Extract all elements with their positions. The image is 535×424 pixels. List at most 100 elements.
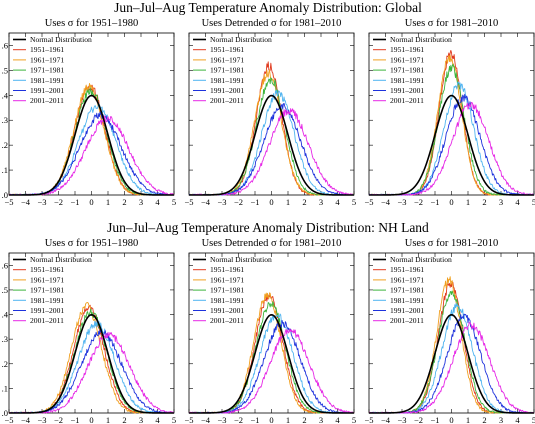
y-tick-label: .1 <box>2 165 8 175</box>
chart-panel: Uses σ for 1981–2010 −5 −4 −3 −2 −1 0 1 2 3 4 5 Norm… <box>364 238 535 424</box>
x-tick-label: 4 <box>515 197 520 207</box>
x-tick-label: −5 <box>364 197 373 207</box>
x-tick-label: 2 <box>122 197 126 207</box>
x-tick-label: −4 <box>21 415 31 424</box>
legend-label: 1981–1991 <box>390 76 424 85</box>
legend-label: 1971–1981 <box>210 66 244 75</box>
legend-label: 1961–1971 <box>210 275 244 284</box>
x-tick-label: 2 <box>302 197 306 207</box>
y-tick-label: .5 <box>2 285 8 295</box>
legend-label: 1951–1961 <box>30 45 64 54</box>
legend-label: 1991–2001 <box>210 306 244 315</box>
panel-title: Uses σ for 1951–1980 <box>45 238 138 249</box>
legend-label: Normal Distribution <box>390 255 452 264</box>
x-tick-label: −3 <box>217 415 226 424</box>
legend-label: 1951–1961 <box>30 265 64 274</box>
x-tick-label: −2 <box>234 415 243 424</box>
section-title-global: Jun–Jul–Aug Temperature Anomaly Distribu… <box>114 0 422 15</box>
x-tick-label: −4 <box>381 197 391 207</box>
legend-label: Normal Distribution <box>210 35 272 44</box>
x-tick-label: 1 <box>286 197 290 207</box>
legend-label: 2001–2011 <box>30 316 64 325</box>
x-tick-label: −2 <box>54 197 63 207</box>
chart-panel: Uses Detrended σ for 1981–2010 −5 −4 −3 −2 −1… <box>184 238 356 424</box>
normal-distribution-curve <box>369 313 534 414</box>
legend-label: 1991–2001 <box>30 86 64 95</box>
normal-distribution-curve <box>9 313 174 414</box>
section-title-nh-land: Jun–Jul–Aug Temperature Anomaly Distribu… <box>107 220 429 235</box>
x-tick-label: 0 <box>89 197 93 207</box>
legend-label: 1981–1991 <box>30 76 64 85</box>
legend-label: 1991–2001 <box>210 86 244 95</box>
decade-series-line <box>188 328 355 414</box>
y-tick-label: .3 <box>2 115 8 125</box>
decade-series-line <box>188 319 354 414</box>
decade-series-line <box>368 93 534 196</box>
x-tick-label: 5 <box>532 415 535 424</box>
panel-title: Uses Detrended σ for 1981–2010 <box>202 18 342 29</box>
legend-label: 1961–1971 <box>30 275 64 284</box>
chart-panel: Uses σ for 1951–1980 −5 −4 −3 −2 −1 0 1 2 3 4 5 .0 .1… <box>2 18 177 207</box>
panel-title: Uses Detrended σ for 1981–2010 <box>202 238 342 249</box>
x-tick-label: 3 <box>319 415 323 424</box>
normal-distribution-curve <box>9 94 174 196</box>
x-tick-label: −5 <box>4 197 13 207</box>
y-tick-label: .4 <box>2 310 9 320</box>
legend-label: Normal Distribution <box>390 35 452 44</box>
legend-label: 1961–1971 <box>390 55 424 64</box>
x-tick-label: 0 <box>269 197 273 207</box>
x-tick-label: −3 <box>217 197 226 207</box>
x-tick-label: −4 <box>381 415 391 424</box>
x-tick-label: 4 <box>155 197 160 207</box>
legend-label: 1971–1981 <box>30 66 64 75</box>
x-tick-label: 3 <box>139 415 143 424</box>
x-tick-label: 0 <box>269 415 273 424</box>
panel-title: Uses σ for 1981–2010 <box>405 18 498 29</box>
legend-label: 2001–2011 <box>210 96 244 105</box>
x-tick-label: −5 <box>4 415 13 424</box>
x-tick-label: 5 <box>352 415 356 424</box>
x-tick-label: 2 <box>482 197 486 207</box>
legend-label: Normal Distribution <box>210 255 272 264</box>
x-tick-label: 4 <box>335 197 340 207</box>
x-tick-label: 3 <box>319 197 323 207</box>
chart-panel: Uses Detrended σ for 1981–2010 −5 −4 −3 −2 −1… <box>184 18 356 207</box>
x-tick-label: 4 <box>335 415 340 424</box>
decade-series-line <box>188 102 355 196</box>
x-tick-label: −1 <box>250 197 259 207</box>
legend-label: 1991–2001 <box>390 86 424 95</box>
x-tick-label: 1 <box>466 415 470 424</box>
panel-title: Uses σ for 1981–2010 <box>405 238 498 249</box>
x-tick-label: 5 <box>352 197 356 207</box>
x-tick-label: 2 <box>482 415 486 424</box>
x-tick-label: 0 <box>449 197 453 207</box>
legend-label: Normal Distribution <box>30 255 92 264</box>
decade-series-line <box>188 89 355 196</box>
x-tick-label: −2 <box>414 197 423 207</box>
x-tick-label: −4 <box>201 415 211 424</box>
y-tick-label: .0 <box>2 408 8 418</box>
x-tick-label: −1 <box>70 197 79 207</box>
legend-label: 1971–1981 <box>390 286 424 295</box>
legend-label: 1971–1981 <box>390 66 424 75</box>
legend-label: 1951–1961 <box>210 45 244 54</box>
legend-label: 1951–1961 <box>210 265 244 274</box>
y-tick-label: .3 <box>2 334 8 344</box>
panel-title: Uses σ for 1951–1980 <box>45 18 138 29</box>
x-tick-label: −4 <box>201 197 211 207</box>
x-tick-label: 2 <box>122 415 126 424</box>
decade-series-line <box>189 108 355 196</box>
x-tick-label: −3 <box>397 415 406 424</box>
legend-label: 1981–1991 <box>210 76 244 85</box>
legend-label: 1971–1981 <box>30 286 64 295</box>
y-tick-label: .0 <box>2 190 8 200</box>
normal-distribution-curve <box>369 94 534 196</box>
x-tick-label: −5 <box>184 197 193 207</box>
decade-series-line <box>369 102 535 196</box>
x-tick-label: −2 <box>414 415 423 424</box>
x-tick-label: 1 <box>286 415 290 424</box>
x-tick-label: −1 <box>430 197 439 207</box>
decade-series-line <box>369 313 534 414</box>
x-tick-label: −1 <box>430 415 439 424</box>
